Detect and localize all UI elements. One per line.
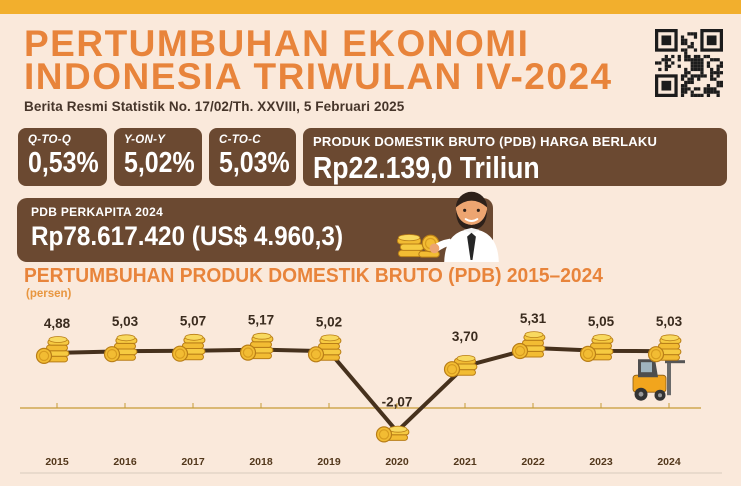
page-title-line-1: PERTUMBUHAN EKONOMI — [24, 23, 530, 64]
value-label: 5,17 — [248, 313, 274, 328]
value-label: 3,70 — [452, 329, 478, 344]
coin-stack-icon — [579, 334, 614, 363]
year-label: 2024 — [657, 456, 681, 468]
stat-label-y-on-y: Y-ON-Y — [124, 134, 166, 146]
coin-stack-icon — [35, 336, 70, 365]
year-label: 2017 — [181, 456, 205, 468]
gdp-current-price-label: PRODUK DOMESTIK BRUTO (PDB) HARGA BERLAK… — [313, 134, 658, 149]
coin-stack-icon — [171, 333, 206, 362]
gdp-current-price-value: Rp22.139,0 Triliun — [313, 150, 540, 185]
year-label: 2022 — [521, 456, 545, 468]
chart-unit-label: (persen) — [26, 288, 72, 300]
gdp-per-capita-value: Rp78.617.420 (US$ 4.960,3) — [31, 221, 344, 251]
stat-box-y-on-y: Y-ON-Y 5,02% — [114, 128, 202, 186]
value-label: 5,07 — [180, 314, 206, 329]
year-label: 2020 — [385, 456, 409, 468]
value-label: 5,31 — [520, 311, 547, 326]
coin-stack-icon — [239, 332, 274, 361]
gdp-line-chart: 4,88 5,03 5,07 5,17 5,02 -2,07 3,70 5,31 5,05 5,0… — [20, 311, 722, 474]
stat-value-c-to-c: 5,03% — [219, 147, 290, 179]
release-subtitle: Berita Resmi Statistik No. 17/02/Th. XXV… — [24, 99, 405, 114]
gdp-current-price-box: PRODUK DOMESTIK BRUTO (PDB) HARGA BERLAK… — [303, 128, 727, 186]
stat-label-q-to-q: Q-TO-Q — [28, 134, 72, 146]
year-label: 2019 — [317, 456, 341, 468]
value-label: 5,02 — [316, 314, 342, 329]
year-label: 2023 — [589, 456, 613, 468]
chart-title: PERTUMBUHAN PRODUK DOMESTIK BRUTO (PDB) … — [24, 265, 603, 287]
year-label: 2016 — [113, 456, 137, 468]
year-label: 2021 — [453, 456, 477, 468]
growth-line — [55, 346, 671, 434]
year-label: 2018 — [249, 456, 273, 468]
top-accent-bar — [0, 0, 741, 14]
value-label: 5,05 — [588, 314, 615, 329]
coin-stack-icon — [103, 334, 138, 363]
page-title-line-2: INDONESIA TRIWULAN IV-2024 — [24, 56, 613, 97]
qr-code-icon — [655, 29, 723, 97]
businessman-with-coins-icon — [396, 191, 499, 262]
value-label: 5,03 — [112, 314, 139, 329]
coin-stack-icon — [375, 425, 410, 443]
year-label: 2015 — [45, 456, 69, 468]
stat-value-q-to-q: 0,53% — [28, 147, 99, 179]
coin-stack-icon — [511, 331, 546, 360]
coin-stack-icon — [443, 355, 478, 378]
forklift-icon — [632, 349, 685, 401]
stat-box-c-to-c: C-TO-C 5,03% — [209, 128, 296, 186]
gdp-per-capita-label: PDB PERKAPITA 2024 — [31, 205, 164, 219]
value-label: 4,88 — [44, 316, 71, 331]
stat-value-y-on-y: 5,02% — [124, 147, 195, 179]
page-title: PERTUMBUHAN EKONOMI INDONESIA TRIWULAN I… — [24, 23, 613, 97]
coin-stack-icon — [647, 334, 682, 363]
value-label: -2,07 — [382, 394, 413, 409]
businessman-icon — [429, 191, 499, 262]
stat-box-q-to-q: Q-TO-Q 0,53% — [18, 128, 107, 186]
value-label: 5,03 — [656, 314, 683, 329]
stat-label-c-to-c: C-TO-C — [219, 134, 261, 146]
coin-stack-icon — [307, 334, 342, 363]
gdp-per-capita-box: PDB PERKAPITA 2024 Rp78.617.420 (US$ 4.9… — [17, 198, 493, 262]
